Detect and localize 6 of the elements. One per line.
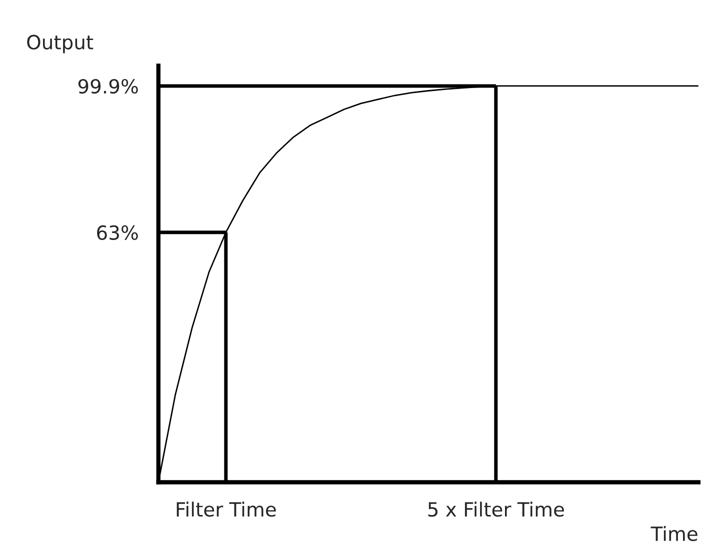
x-tick-label: 5 x Filter Time [428,502,564,517]
x-tick-label: Filter Time [176,502,276,517]
x-axis-title: Time [650,526,698,542]
y-tick-label: 63% [97,225,138,240]
y-axis-title: Output [27,34,94,54]
y-tick-label: 99.9% [78,78,138,94]
